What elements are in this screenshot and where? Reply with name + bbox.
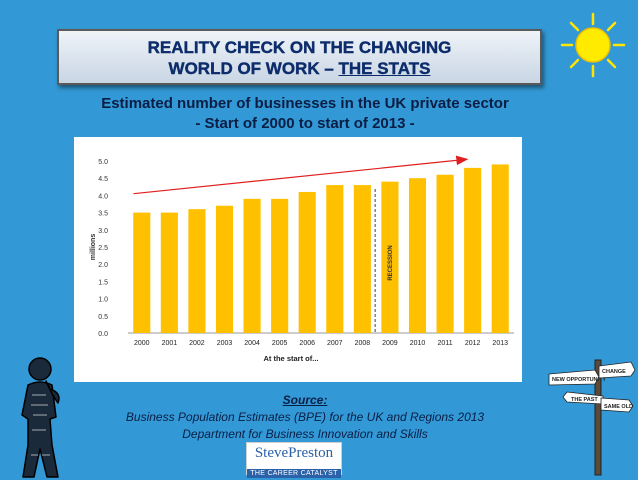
y-tick-label: 1.0 xyxy=(98,297,108,304)
y-tick-label: 4.5 xyxy=(98,176,108,183)
bar xyxy=(298,191,316,333)
x-tick-label: 2004 xyxy=(244,340,260,347)
x-tick-label: 2007 xyxy=(327,340,343,347)
banner-line-2: WORLD OF WORK – THE STATS xyxy=(59,58,540,79)
x-tick-label: 2013 xyxy=(492,340,508,347)
signpost-icon: NEW OPPORTUNITY CHANGE THE PAST SAME OLD xyxy=(548,359,636,476)
logo-tagline: THE CAREER CATALYST xyxy=(247,469,341,478)
x-tick-label: 2010 xyxy=(410,340,426,347)
y-tick-label: 4.0 xyxy=(98,193,108,200)
bar-chart: 0.0 0.5 1.0 1.5 2.0 2.5 3.0 3.5 4.0 4.5 5.0 million… xyxy=(74,137,522,382)
logo: StevePreston THE CAREER CATALYST xyxy=(246,442,342,478)
bar xyxy=(436,174,454,333)
y-tick-label: 0.5 xyxy=(98,314,108,321)
bar xyxy=(381,181,399,333)
sun-icon xyxy=(560,12,626,78)
x-tick-label: 2011 xyxy=(438,340,453,347)
bar xyxy=(271,198,289,333)
x-tick-label: 2009 xyxy=(382,340,398,347)
y-tick-label: 3.0 xyxy=(98,228,108,235)
y-tick-label: 2.0 xyxy=(98,262,108,269)
x-tick-label: 2012 xyxy=(465,340,481,347)
recession-label: RECESSION xyxy=(388,245,394,280)
y-tick-label: 0.0 xyxy=(98,331,108,338)
source-line-1: Business Population Estimates (BPE) for … xyxy=(125,410,485,424)
sign-the-past: THE PAST xyxy=(571,397,598,403)
y-tick-label: 5.0 xyxy=(98,159,108,166)
banner-line-1: REALITY CHECK ON THE CHANGING xyxy=(147,38,452,57)
banner-line-2-emphasis: THE STATS xyxy=(338,59,431,78)
source-line-2: Department for Business Innovation and S… xyxy=(182,427,428,441)
sign-same-old: SAME OLD xyxy=(604,404,633,410)
y-tick-label: 1.5 xyxy=(98,279,108,286)
bar xyxy=(326,185,344,333)
trend-arrow xyxy=(133,155,469,195)
y-tick-label: 2.5 xyxy=(98,245,108,252)
chart-svg: 0.0 0.5 1.0 1.5 2.0 2.5 3.0 3.5 4.0 4.5 5.0 million… xyxy=(90,155,514,363)
sign-change: CHANGE xyxy=(602,369,626,375)
bar xyxy=(160,212,178,333)
logo-name: StevePreston xyxy=(254,445,334,461)
bar xyxy=(215,205,234,333)
source-citation: Source: Business Population Estimates (B… xyxy=(100,392,510,443)
y-axis-label: millions xyxy=(90,234,97,261)
title-banner: REALITY CHECK ON THE CHANGING WORLD OF W… xyxy=(57,29,542,85)
x-tick-label: 2006 xyxy=(299,340,315,347)
chart-subtitle: Estimated number of businesses in the UK… xyxy=(80,94,530,134)
subtitle-line-1: Estimated number of businesses in the UK… xyxy=(101,95,509,112)
thinking-person-icon xyxy=(21,357,60,478)
x-tick-label: 2000 xyxy=(134,340,150,347)
x-tick-label: 2002 xyxy=(189,340,205,347)
bar xyxy=(464,167,482,333)
x-tick-label: 2008 xyxy=(355,340,371,347)
banner-line-2-prefix: WORLD OF WORK – xyxy=(168,59,339,78)
sign-new-opportunity: NEW OPPORTUNITY xyxy=(552,377,606,383)
x-axis-label: At the start of... xyxy=(263,354,318,363)
bar xyxy=(491,164,509,333)
source-title: Source: xyxy=(282,393,328,407)
bar xyxy=(353,185,371,333)
bar xyxy=(188,209,206,333)
bar xyxy=(133,212,151,333)
x-tick-label: 2003 xyxy=(217,340,233,347)
bar xyxy=(243,198,261,333)
bar xyxy=(408,178,427,333)
x-tick-label: 2001 xyxy=(162,340,178,347)
y-tick-label: 3.5 xyxy=(98,211,108,218)
x-tick-label: 2005 xyxy=(272,340,288,347)
subtitle-line-2: - Start of 2000 to start of 2013 - xyxy=(195,115,415,132)
